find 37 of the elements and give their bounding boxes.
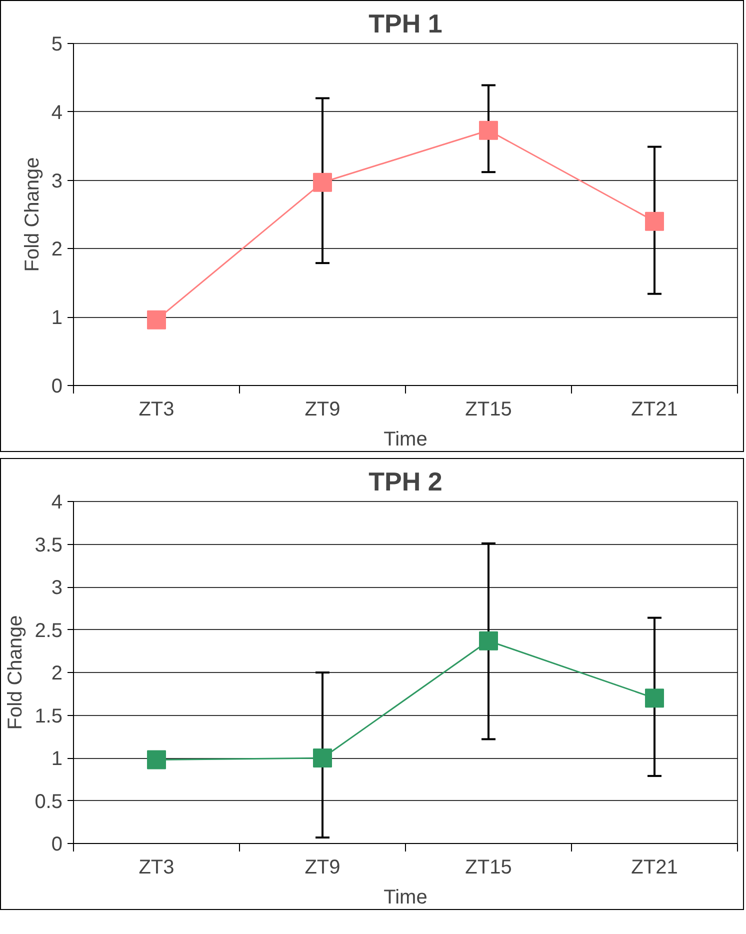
y-tick-label: 0 (51, 834, 62, 856)
x-tick-label: ZT21 (631, 398, 678, 420)
x-tick-label: ZT9 (304, 856, 340, 878)
y-tick-label: 0.5 (34, 790, 63, 813)
point (645, 212, 664, 231)
x-axis-title: Time (384, 886, 428, 908)
y-tick-label: 1 (51, 748, 62, 770)
point (147, 750, 166, 770)
y-tick-label: 3 (51, 170, 62, 192)
point (645, 688, 664, 708)
y-tick-label: 2.5 (34, 620, 63, 642)
point (313, 748, 332, 768)
chart-title: TPH 1 (368, 8, 442, 38)
point (479, 120, 498, 140)
x-tick-label: ZT15 (465, 398, 512, 420)
y-tick-label: 1 (51, 307, 62, 330)
y-tick-label: 4 (51, 492, 62, 514)
y-tick-label: 0 (51, 376, 62, 398)
y-axis-title: Fold Change (4, 615, 27, 730)
y-tick-label: 3.5 (34, 534, 63, 556)
y-tick-label: 1.5 (34, 705, 63, 728)
point (479, 631, 498, 650)
x-tick-label: ZT21 (631, 856, 678, 878)
x-tick-label: ZT3 (138, 856, 174, 878)
y-tick-label: 4 (51, 102, 62, 124)
point (313, 172, 332, 192)
y-tick-label: 3 (51, 577, 62, 599)
x-axis-title: Time (384, 428, 428, 450)
x-tick-label: ZT15 (465, 856, 512, 878)
y-tick-label: 2 (51, 662, 62, 684)
y-tick-label: 5 (51, 34, 62, 56)
x-tick-label: ZT3 (138, 398, 174, 420)
y-tick-label: 2 (51, 238, 62, 261)
point (147, 310, 166, 330)
chart-title: TPH 2 (368, 466, 442, 496)
x-tick-label: ZT9 (304, 398, 340, 420)
y-axis-title: Fold Change (21, 157, 44, 272)
